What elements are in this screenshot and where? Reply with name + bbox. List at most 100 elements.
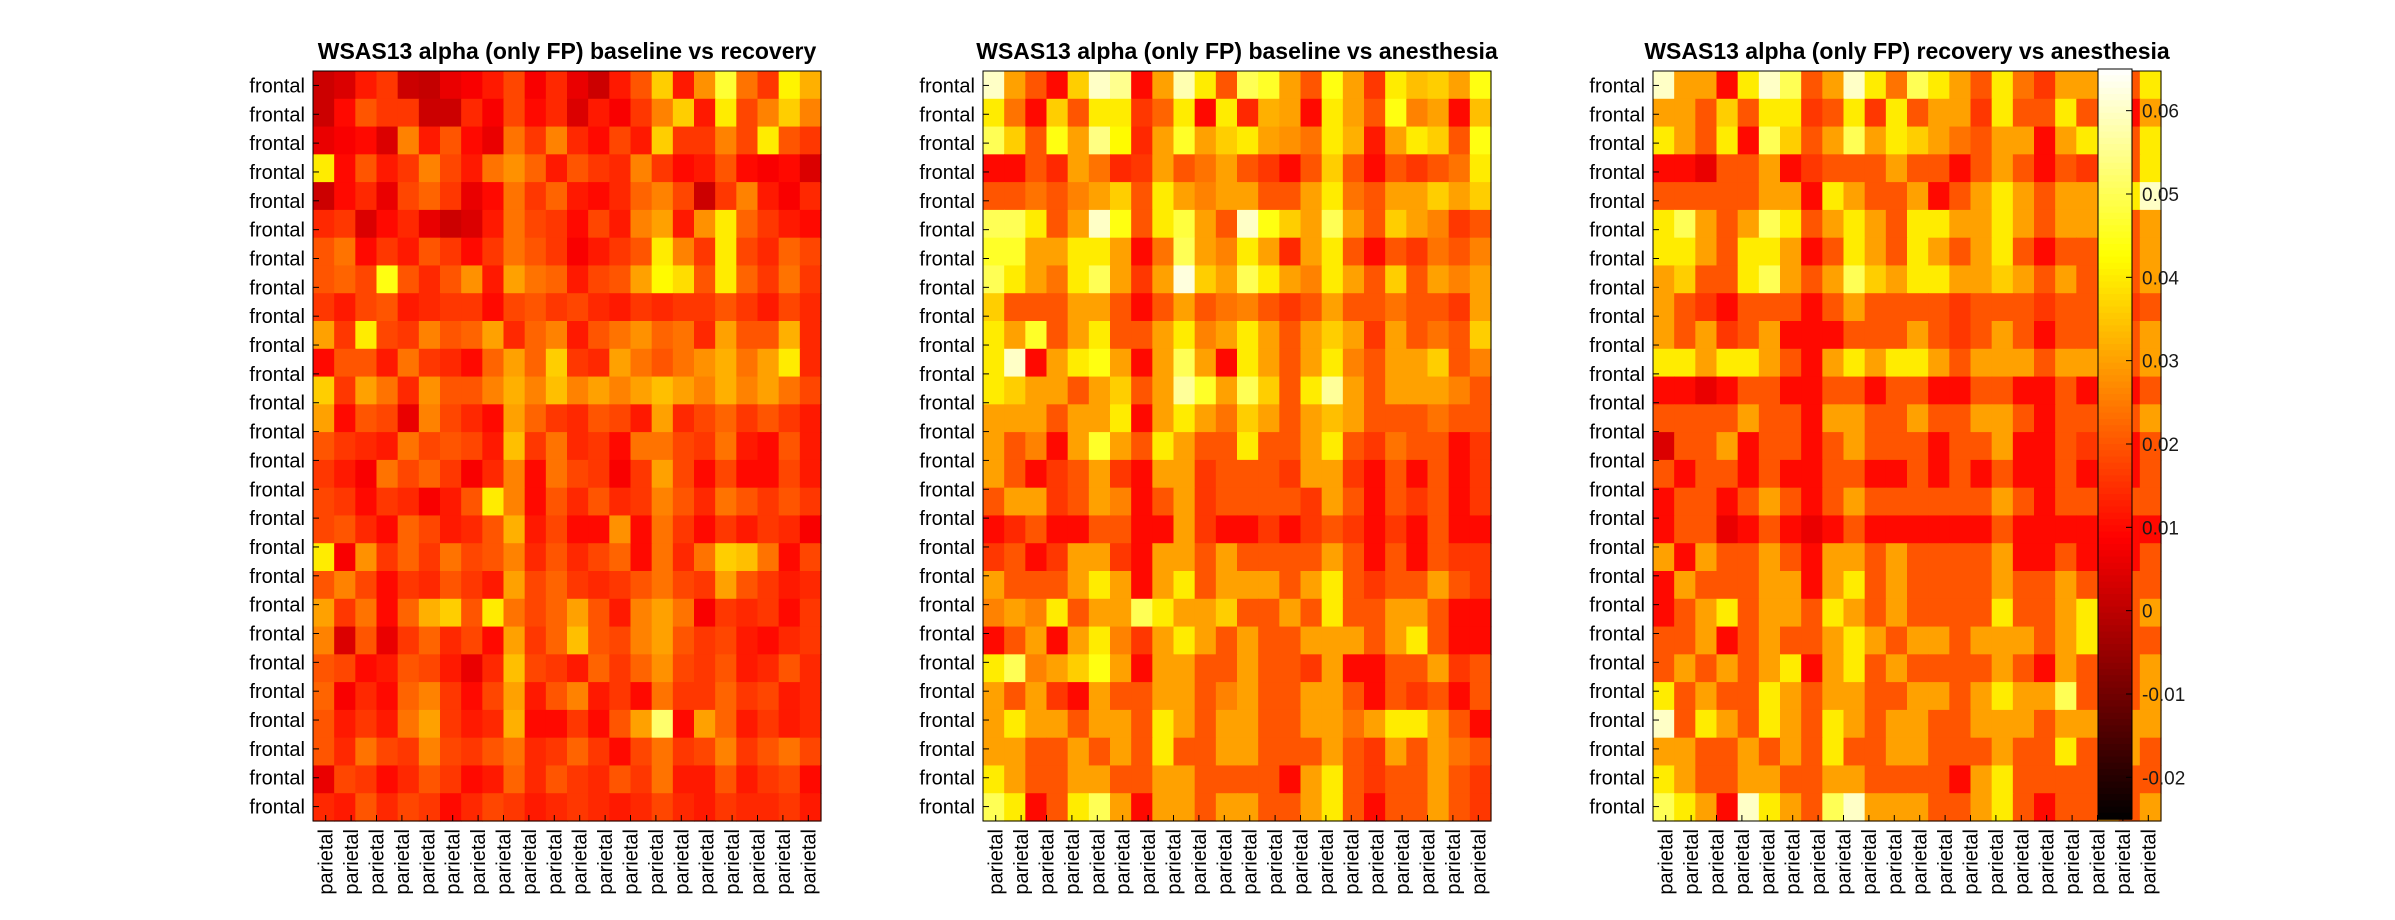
heatmap-cell bbox=[1949, 793, 1972, 822]
heatmap-cell bbox=[355, 432, 378, 461]
heatmap-cell bbox=[2034, 126, 2056, 155]
heatmap-cell bbox=[588, 737, 610, 767]
heatmap-cell bbox=[1970, 626, 1993, 655]
heatmap-cell bbox=[545, 182, 568, 211]
heatmap-cell bbox=[1110, 321, 1132, 350]
heatmap-cell bbox=[355, 626, 378, 655]
heatmap-cell bbox=[799, 682, 822, 711]
heatmap-cell bbox=[503, 626, 526, 655]
heatmap-cell bbox=[1385, 265, 1407, 294]
heatmap-cell bbox=[2055, 487, 2077, 517]
heatmap-cell bbox=[651, 154, 674, 183]
heatmap-cell bbox=[313, 487, 335, 517]
heatmap-cell bbox=[1046, 737, 1069, 767]
heatmap-cell bbox=[1258, 348, 1280, 378]
heatmap-cell bbox=[2012, 404, 2035, 433]
heatmap-cell bbox=[1780, 459, 1802, 489]
heatmap-cell bbox=[757, 571, 780, 600]
heatmap-cell bbox=[1737, 459, 1760, 489]
x-tick-label: parietal bbox=[1037, 829, 1059, 895]
heatmap-cell bbox=[1406, 182, 1429, 211]
heatmap-cell bbox=[736, 793, 759, 822]
heatmap-panels: WSAS13 alpha (only FP) baseline vs recov… bbox=[249, 38, 2169, 895]
heatmap-cell bbox=[672, 265, 695, 294]
heatmap-cell bbox=[1843, 154, 1866, 183]
heatmap-cell bbox=[1321, 432, 1344, 461]
heatmap-cell bbox=[1237, 626, 1259, 655]
heatmap-cell bbox=[1949, 237, 1972, 267]
heatmap-cell bbox=[461, 432, 483, 461]
heatmap-cell bbox=[2012, 737, 2035, 767]
heatmap-cell bbox=[1406, 626, 1429, 655]
heatmap-cell bbox=[609, 293, 632, 322]
heatmap-panel-1: WSAS13 alpha (only FP) baseline vs recov… bbox=[249, 38, 822, 895]
heatmap-cell bbox=[1110, 71, 1132, 100]
heatmap-cell bbox=[2012, 459, 2035, 489]
heatmap-cell bbox=[588, 71, 610, 100]
x-tick-label: parietal bbox=[1884, 829, 1906, 895]
heatmap-cell bbox=[1152, 376, 1175, 405]
heatmap-cell bbox=[1780, 71, 1802, 100]
heatmap-cell bbox=[1300, 209, 1323, 239]
heatmap-cell bbox=[418, 126, 441, 155]
heatmap-cell bbox=[983, 737, 1005, 767]
colorbar-segment bbox=[2098, 287, 2132, 295]
y-tick-label: frontal bbox=[919, 306, 975, 328]
heatmap-cell bbox=[715, 321, 737, 350]
x-tick-label: parietal bbox=[621, 829, 643, 895]
y-tick-label: frontal bbox=[1589, 422, 1645, 444]
heatmap-cell bbox=[1780, 737, 1802, 767]
heatmap-cell bbox=[983, 126, 1005, 155]
colorbar-segment bbox=[2098, 650, 2132, 658]
heatmap-cell bbox=[1469, 182, 1492, 211]
colorbar-segment bbox=[2098, 644, 2132, 652]
heatmap-cell bbox=[1067, 432, 1090, 461]
heatmap-cell bbox=[1448, 709, 1471, 739]
heatmap-cell bbox=[1737, 154, 1760, 183]
colorbar-segment bbox=[2098, 181, 2132, 189]
heatmap-cell bbox=[630, 432, 653, 461]
heatmap-cell bbox=[1907, 459, 1929, 489]
heatmap-cell bbox=[1215, 182, 1238, 211]
heatmap-cell bbox=[1949, 126, 1972, 155]
y-tick-label: frontal bbox=[249, 739, 305, 761]
heatmap-cell bbox=[983, 293, 1005, 322]
colorbar-segment bbox=[2098, 69, 2132, 77]
heatmap-cell bbox=[313, 543, 335, 572]
x-tick-label: parietal bbox=[570, 829, 592, 895]
heatmap-cell bbox=[567, 793, 589, 822]
heatmap-cell bbox=[1406, 98, 1429, 128]
heatmap-cell bbox=[1279, 293, 1302, 322]
heatmap-cell bbox=[1321, 376, 1344, 405]
heatmap-cell bbox=[609, 404, 632, 433]
heatmap-cell bbox=[651, 98, 674, 128]
heatmap-cell bbox=[694, 404, 716, 433]
heatmap-cell bbox=[1300, 765, 1323, 794]
heatmap-cell bbox=[651, 571, 674, 600]
heatmap-cell bbox=[1907, 765, 1929, 794]
heatmap-cell bbox=[1406, 459, 1429, 489]
heatmap-cell bbox=[757, 98, 780, 128]
heatmap-cell bbox=[736, 765, 759, 794]
colorbar-segment bbox=[2098, 281, 2132, 289]
heatmap-cell bbox=[1152, 154, 1175, 183]
heatmap-cell bbox=[1907, 487, 1929, 517]
heatmap-cell bbox=[567, 654, 589, 683]
colorbar-segment bbox=[2098, 350, 2132, 358]
heatmap-cell bbox=[651, 237, 674, 267]
heatmap-cell bbox=[1067, 682, 1090, 711]
heatmap-cell bbox=[1907, 71, 1929, 100]
heatmap-cell bbox=[588, 265, 610, 294]
heatmap-cell bbox=[1427, 515, 1450, 544]
heatmap-cell bbox=[1258, 737, 1280, 767]
colorbar-segment bbox=[2098, 612, 2132, 620]
heatmap-cell bbox=[1152, 182, 1175, 211]
heatmap-cell bbox=[630, 348, 653, 378]
heatmap-cell bbox=[1364, 515, 1386, 544]
heatmap-cell bbox=[418, 71, 441, 100]
heatmap-cell bbox=[1469, 71, 1492, 100]
heatmap-cell bbox=[1194, 515, 1217, 544]
heatmap-cell bbox=[376, 682, 399, 711]
heatmap-cell bbox=[2034, 154, 2056, 183]
heatmap-cell bbox=[2139, 321, 2162, 350]
